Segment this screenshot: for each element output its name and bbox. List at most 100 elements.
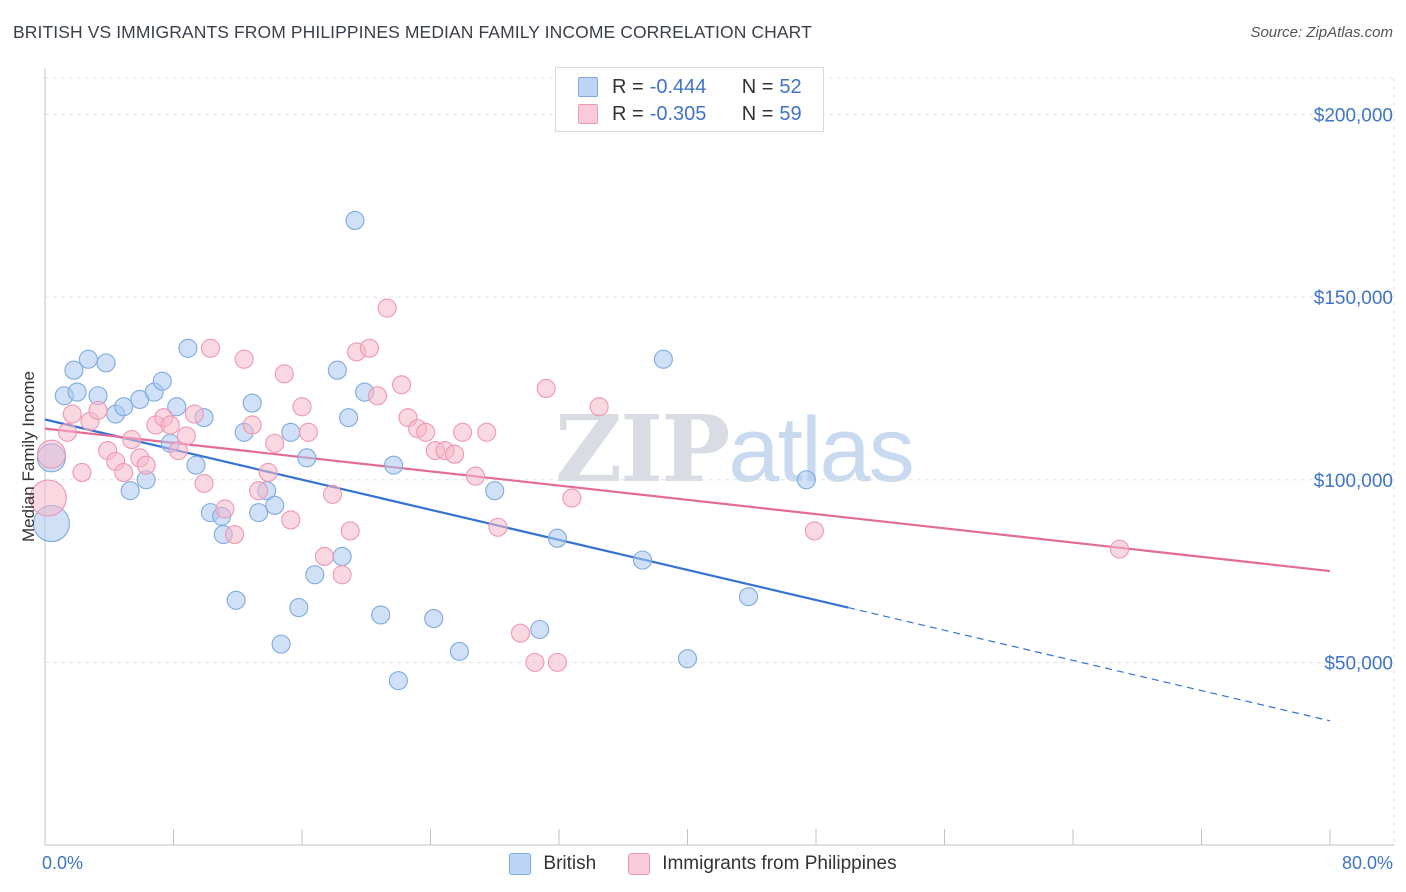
philippines-point: [184, 404, 204, 424]
philippines-r-label: R =: [612, 102, 644, 125]
y-tick-label: $200,000: [1314, 106, 1393, 127]
philippines-point: [114, 462, 134, 483]
british-point: [547, 528, 567, 548]
british-point: [653, 349, 673, 369]
philippines-point: [1110, 539, 1130, 559]
british-point: [327, 360, 347, 380]
philippines-point: [72, 462, 92, 483]
philippines-point: [36, 439, 66, 469]
philippines-swatch: [578, 104, 598, 124]
british-r-label: R =: [612, 75, 644, 98]
watermark-zip: ZIP: [555, 395, 730, 503]
philippines-point: [477, 422, 497, 442]
philippines-point: [367, 386, 388, 406]
legend-british-label: British: [543, 853, 597, 874]
british-point: [167, 397, 187, 417]
philippines-point: [200, 338, 220, 358]
philippines-point: [234, 349, 254, 369]
british-swatch: [578, 77, 598, 97]
philippines-n-label: N =: [741, 102, 774, 125]
x-tick-label: 0.0%: [42, 853, 83, 873]
philippines-point: [298, 422, 318, 442]
philippines-point: [314, 546, 335, 567]
british-n-value: 52: [779, 75, 802, 98]
british-point: [632, 550, 653, 570]
legend-row-british: R = -0.444 N = 52: [578, 75, 802, 99]
philippines-point: [160, 415, 180, 435]
philippines-r-value: -0.305: [649, 102, 707, 125]
legend-row-philippines: R = -0.305 N = 59: [578, 102, 802, 126]
philippines-point: [224, 524, 245, 545]
philippines-point: [340, 521, 360, 541]
philippines-point: [242, 415, 262, 435]
british-point: [530, 619, 550, 640]
british-point: [384, 455, 404, 475]
british-point: [64, 360, 84, 380]
series-legend: British Immigrants from Philippines: [0, 851, 1406, 877]
british-point: [305, 565, 325, 585]
british-point: [186, 455, 206, 475]
grid-lines: [45, 77, 1395, 845]
legend-item-british[interactable]: British: [509, 853, 596, 875]
philippines-point: [274, 364, 294, 384]
watermark-atlas: atlas: [728, 399, 914, 501]
source-label: Source: ZipAtlas.com: [1250, 24, 1393, 41]
british-point: [424, 609, 444, 629]
philippines-point: [510, 623, 531, 643]
philippines-point: [265, 433, 285, 453]
y-tick-label: $150,000: [1314, 288, 1393, 309]
philippines-point: [547, 652, 567, 672]
british-point: [388, 671, 408, 691]
philippines-point: [488, 517, 508, 537]
philippines-point: [804, 521, 824, 541]
philippines-trend-line: [44, 427, 1331, 573]
legend-item-philippines[interactable]: Immigrants from Philippines: [628, 853, 897, 875]
british-point: [332, 546, 352, 567]
british-point: [67, 382, 87, 402]
british-point: [226, 590, 246, 610]
philippines-point: [416, 422, 436, 442]
philippines-point: [122, 430, 142, 450]
british-trend-extension: [847, 607, 1331, 722]
british-point: [265, 495, 285, 515]
philippines-point: [453, 422, 473, 442]
philippines-point: [62, 404, 82, 424]
y-tick-label: $50,000: [1324, 653, 1393, 674]
british-point: [114, 397, 134, 417]
philippines-point: [176, 426, 196, 446]
data-points: [29, 210, 1130, 691]
philippines-point: [465, 466, 486, 486]
philippines-point: [258, 462, 278, 483]
philippines-point: [359, 338, 380, 358]
philippines-point: [57, 422, 78, 442]
philippines-point: [589, 397, 609, 417]
british-point: [271, 634, 291, 654]
axis-labels: $50,000 $100,000 $150,000 $200,000 0.0% 80.0%…: [19, 106, 1393, 873]
british-point: [289, 598, 309, 618]
philippines-point: [332, 565, 352, 585]
british-point: [281, 422, 301, 442]
british-point: [242, 393, 262, 413]
philippines-point: [292, 397, 312, 417]
philippines-point: [249, 481, 269, 501]
british-point: [449, 641, 469, 661]
philippines-n-value: 59: [779, 102, 802, 125]
philippines-point: [281, 510, 301, 530]
axes: [44, 68, 1394, 846]
philippines-point: [136, 455, 156, 475]
philippines-point: [392, 375, 412, 395]
british-point: [78, 349, 98, 369]
british-point: [796, 470, 816, 490]
stats-legend: R = -0.444 N = 52 R = -0.305 N = 59: [555, 67, 824, 132]
philippines-point: [88, 400, 108, 420]
philippines-point: [562, 488, 582, 508]
philippines-point: [215, 499, 235, 519]
trend-lines: [44, 418, 1331, 722]
british-point: [371, 605, 391, 625]
philippines-point: [322, 484, 343, 504]
british-point: [738, 587, 759, 607]
british-point: [677, 649, 698, 669]
british-point: [339, 408, 359, 428]
legend-philippines-label: Immigrants from Philippines: [662, 853, 897, 874]
british-point: [345, 210, 365, 230]
